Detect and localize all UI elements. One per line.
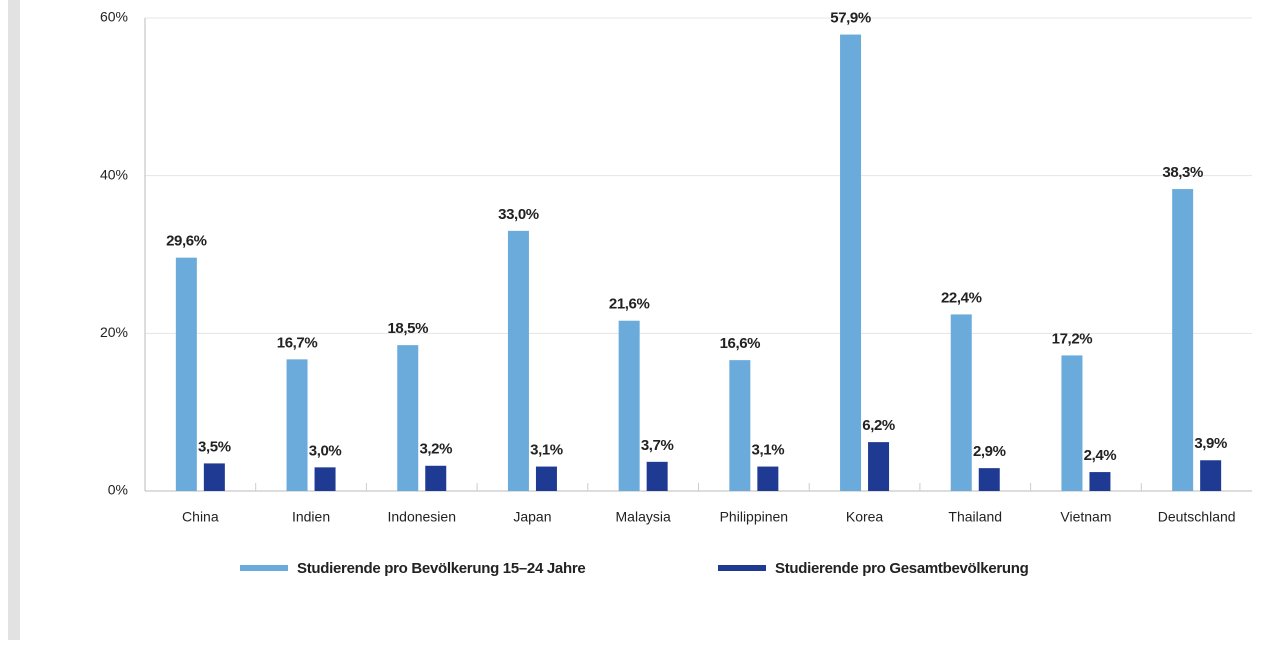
bar bbox=[1061, 355, 1083, 491]
x-tick-label: Vietnam bbox=[1060, 509, 1111, 525]
value-label: 57,9% bbox=[830, 10, 871, 27]
x-tick-label: Philippinen bbox=[720, 509, 789, 525]
value-label: 18,5% bbox=[387, 320, 428, 337]
bar bbox=[507, 230, 529, 491]
bar bbox=[757, 466, 779, 491]
bar bbox=[978, 468, 1000, 491]
x-tick-label: Korea bbox=[846, 509, 884, 525]
bar bbox=[618, 320, 640, 491]
legend-swatch bbox=[718, 565, 766, 571]
bar bbox=[286, 359, 308, 491]
legend-label: Studierende pro Bevölkerung 15–24 Jahre bbox=[297, 560, 585, 577]
x-tick-label: Indonesien bbox=[387, 509, 456, 525]
bar bbox=[646, 461, 668, 491]
legend-label: Studierende pro Gesamtbevölkerung bbox=[775, 560, 1029, 577]
value-label: 6,2% bbox=[862, 417, 895, 434]
value-label: 16,7% bbox=[277, 334, 318, 351]
bar bbox=[840, 34, 862, 492]
value-label: 3,0% bbox=[309, 442, 342, 459]
y-tick-label: 0% bbox=[108, 482, 128, 498]
value-label: 17,2% bbox=[1052, 330, 1093, 347]
value-label: 29,6% bbox=[166, 233, 207, 250]
legend-swatch bbox=[240, 565, 288, 571]
bar bbox=[868, 442, 890, 491]
side-strip bbox=[8, 0, 20, 640]
bar bbox=[950, 314, 972, 491]
value-label: 2,9% bbox=[973, 443, 1006, 460]
bar bbox=[1200, 460, 1222, 491]
y-tick-label: 40% bbox=[100, 166, 128, 182]
value-label: 22,4% bbox=[941, 289, 982, 306]
value-label: 3,1% bbox=[752, 442, 785, 459]
bar bbox=[1172, 189, 1194, 491]
x-tick-label: Malaysia bbox=[616, 509, 671, 525]
value-label: 16,6% bbox=[720, 335, 761, 352]
x-tick-label: Indien bbox=[292, 509, 330, 525]
bar bbox=[425, 465, 447, 491]
value-label: 33,0% bbox=[498, 206, 539, 223]
x-tick-label: Thailand bbox=[948, 509, 1002, 525]
value-label: 3,2% bbox=[419, 441, 452, 458]
bar bbox=[175, 257, 197, 491]
x-tick-label: Deutschland bbox=[1158, 509, 1236, 525]
bar bbox=[203, 463, 225, 491]
bar bbox=[314, 467, 336, 491]
bar bbox=[535, 466, 557, 491]
x-tick-label: Japan bbox=[513, 509, 551, 525]
y-tick-label: 60% bbox=[100, 9, 128, 25]
value-label: 3,5% bbox=[198, 438, 231, 455]
bar bbox=[397, 345, 419, 491]
y-tick-label: 20% bbox=[100, 324, 128, 340]
value-label: 38,3% bbox=[1162, 164, 1203, 181]
x-tick-label: China bbox=[182, 509, 219, 525]
value-label: 21,6% bbox=[609, 296, 650, 313]
bar bbox=[729, 360, 751, 491]
value-label: 3,7% bbox=[641, 437, 674, 454]
value-label: 2,4% bbox=[1084, 447, 1117, 464]
value-label: 3,9% bbox=[1194, 435, 1227, 452]
bar bbox=[1089, 472, 1111, 491]
value-label: 3,1% bbox=[530, 442, 563, 459]
